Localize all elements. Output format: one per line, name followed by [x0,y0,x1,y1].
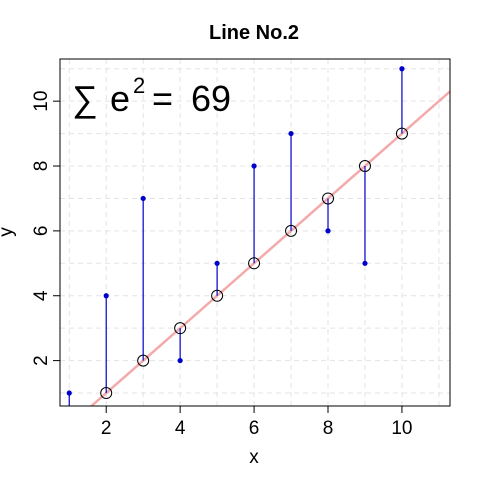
regression-line [89,90,450,406]
y-tick-label: 8 [31,161,52,172]
x-tick-label: 2 [101,418,112,439]
fitted-point [174,322,187,335]
x-axis: 2 4 6 8 10 [101,405,413,439]
data-point [325,228,331,234]
data-point [362,260,368,266]
fitted-point [100,387,113,400]
x-tick-label: 4 [175,418,186,439]
fitted-point [395,127,408,140]
x-tick-label: 6 [249,418,260,439]
data-point [214,260,220,266]
data-point [399,66,405,72]
fitted-points [100,127,408,400]
fitted-point [322,192,335,205]
y-tick-label: 10 [31,91,52,112]
y-axis-label: y [0,227,17,237]
data-points [66,66,405,396]
data-point [288,130,294,137]
y-tick-label: 6 [31,226,52,237]
data-point [103,293,109,299]
error-symbol: e [110,78,130,119]
data-point [177,357,183,364]
data-point [140,195,146,202]
grid [60,59,450,406]
y-axis: 2 4 6 8 10 [31,91,60,366]
x-tick-label: 8 [323,418,334,439]
y-tick-label: 4 [31,290,52,301]
fitted-point [358,160,371,173]
x-tick-label: 10 [391,418,412,439]
fitted-point [248,257,261,270]
fitted-point [211,289,224,302]
sse-value: = 69 [152,78,231,119]
exponent: 2 [133,73,145,98]
regression-line-group [89,90,450,406]
data-point [66,390,72,396]
y-tick-label: 2 [31,355,52,366]
sum-squared-errors-annotation: ∑ e 2 = 69 [72,73,231,119]
fitted-point [285,224,298,237]
residuals [68,68,403,406]
sum-symbol: ∑ [72,78,98,119]
fitted-point [137,354,150,367]
chart-title: Line No.2 [209,22,299,44]
data-point [251,163,257,169]
x-axis-label: x [249,447,259,468]
